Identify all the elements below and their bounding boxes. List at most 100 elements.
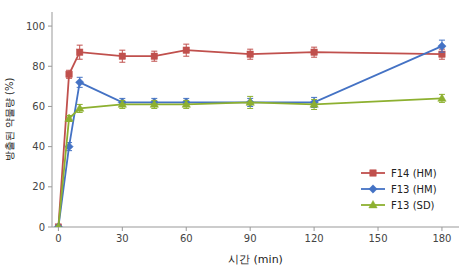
y-tick [48, 66, 52, 67]
legend-label: F13 (HM) [391, 184, 437, 195]
marker [439, 51, 445, 57]
y-axis-label: 방출된 약물량 (%) [4, 78, 15, 162]
x-tick [58, 227, 59, 231]
error-bar-cap [119, 50, 125, 51]
error-bar-cap [77, 77, 83, 78]
series [54, 94, 446, 227]
error-bar-cap [439, 59, 445, 60]
x-tick [250, 227, 251, 231]
error-bar-cap [311, 57, 317, 58]
legend-item: F14 (HM) [361, 168, 437, 179]
error-bar [183, 44, 189, 56]
y-tick [48, 26, 52, 27]
error-bar-cap [183, 56, 189, 57]
legend-marker [370, 170, 376, 176]
marker [76, 104, 84, 111]
series [55, 44, 445, 227]
plot-area [54, 40, 446, 227]
marker [118, 100, 126, 107]
legend: F14 (HM) F13 (HM) F13 (SD) [361, 168, 437, 211]
y-tick [48, 106, 52, 107]
error-bar-cap [439, 52, 445, 53]
legend-item: F13 (SD) [361, 200, 435, 211]
error-bar-cap [311, 109, 317, 110]
x-tick-label: 120 [305, 233, 324, 244]
marker [150, 100, 158, 107]
marker [438, 42, 446, 50]
x-tick [186, 227, 187, 231]
x-tick-label: 150 [368, 233, 387, 244]
error-bar-cap [247, 96, 253, 97]
series-line [58, 46, 442, 227]
error-bar-cap [183, 108, 189, 109]
y-tick-label: 80 [32, 61, 45, 72]
legend-item: F13 (HM) [361, 184, 437, 195]
error-bar-cap [311, 97, 317, 98]
error-bar-cap [77, 112, 83, 113]
marker [119, 53, 125, 59]
marker [54, 223, 62, 227]
x-tick [441, 227, 442, 231]
y-tick-label: 100 [26, 21, 45, 32]
error-bar-cap [66, 78, 72, 79]
x-tick-label: 30 [116, 233, 129, 244]
marker [118, 98, 126, 106]
error-bar [119, 50, 125, 62]
error-bar-cap [119, 62, 125, 63]
error-bar-cap [151, 61, 157, 62]
legend-label: F14 (HM) [391, 168, 437, 179]
error-bar-cap [151, 51, 157, 52]
marker [246, 98, 254, 105]
y-tick [48, 186, 52, 187]
y-axis-line [52, 12, 53, 227]
error-bar-cap [151, 108, 157, 109]
x-tick [122, 227, 123, 231]
marker [76, 78, 84, 86]
x-tick [378, 227, 379, 231]
marker [54, 223, 62, 227]
y-tick-label: 60 [32, 101, 45, 112]
error-bar [311, 47, 317, 57]
marker [247, 51, 253, 57]
error-bar-cap [311, 47, 317, 48]
error-bar-cap [439, 40, 445, 41]
series [54, 40, 446, 227]
x-tick-label: 90 [244, 233, 257, 244]
marker [66, 71, 72, 77]
series-line [58, 50, 442, 227]
y-tick-label: 40 [32, 141, 45, 152]
marker [182, 100, 190, 107]
error-bar-cap [66, 70, 72, 71]
marker [438, 94, 446, 101]
legend-marker [369, 201, 377, 208]
error-bar [66, 70, 72, 78]
marker [77, 49, 83, 55]
error-bar-cap [247, 49, 253, 50]
marker [311, 49, 317, 55]
legend-marker [369, 185, 377, 193]
marker [183, 47, 189, 53]
x-tick [314, 227, 315, 231]
error-bar [151, 51, 157, 61]
marker [182, 98, 190, 106]
y-tick-label: 0 [39, 222, 45, 233]
x-axis-line [52, 227, 459, 228]
error-bar-cap [77, 59, 83, 60]
error-bar-cap [77, 87, 83, 88]
legend-label: F13 (SD) [391, 200, 435, 211]
error-bar-cap [247, 59, 253, 60]
marker [310, 98, 318, 106]
x-tick-label: 0 [55, 233, 61, 244]
error-bar-cap [439, 102, 445, 103]
x-tick-label: 60 [180, 233, 193, 244]
series-line [58, 98, 442, 227]
marker [65, 114, 73, 121]
y-tick-label: 20 [32, 181, 45, 192]
error-bar-cap [119, 108, 125, 109]
marker [151, 53, 157, 59]
error-bar [77, 45, 83, 59]
error-bar [247, 49, 253, 59]
error-bar-cap [247, 108, 253, 109]
x-tick-label: 180 [432, 233, 451, 244]
x-axis-label: 시간 (min) [228, 253, 283, 266]
